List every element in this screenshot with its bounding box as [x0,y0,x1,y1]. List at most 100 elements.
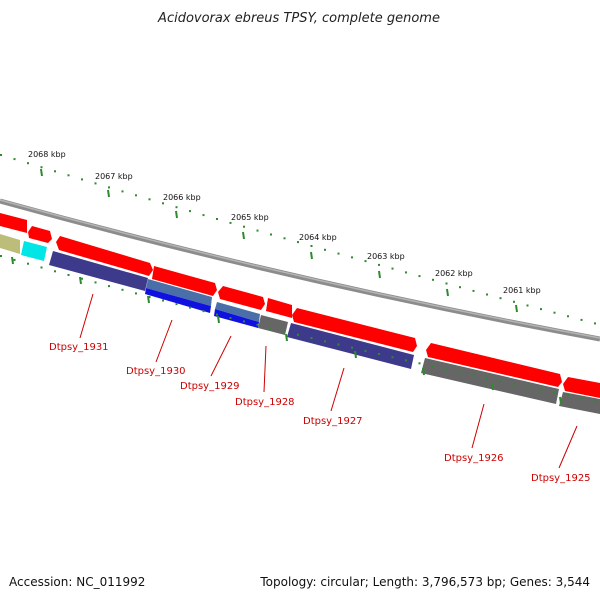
scale-dot [0,154,2,156]
scale-dot [148,198,151,201]
inner-scale-dot [310,337,313,339]
leader-line-dtpsy-1927 [330,367,345,412]
inner-scale-dots [0,255,596,402]
scale-dot [135,194,137,197]
leader-line-dtpsy-1931 [79,293,94,339]
inner-scale-dot [391,356,394,359]
scale-dot [108,186,110,189]
inner-scale-dot [270,327,272,330]
scale-dot [553,311,556,314]
scale-tick-label-2064: 2064 kbp [299,233,337,242]
inner-scale-dot [297,333,299,336]
scale-dot [459,286,461,289]
inner-scale-dot [121,288,124,291]
gene-forward [0,213,27,233]
gene-reverse-olive [0,234,20,254]
scale-dot [297,241,299,244]
gene-reverse-dtpsy-1931 [49,251,148,291]
gene-reverse-cyan [21,241,47,261]
scale-major-tick [515,304,518,313]
inner-scale-dot [135,292,137,295]
map-title: Acidovorax ebreus TPSY, complete genome [157,11,440,26]
gene-labels: Dtpsy_1931 Dtpsy_1930 Dtpsy_1929 Dtpsy_1… [49,342,591,484]
inner-scale-dot [553,391,556,394]
inner-scale-dot [256,323,259,326]
leader-line-dtpsy-1930 [155,319,173,363]
inner-major-tick [422,367,425,376]
scale-dot [229,221,232,224]
genome-backbone [0,198,600,342]
scale-tick-label-2061: 2061 kbp [503,286,541,295]
inner-scale-dot [567,394,569,397]
scale-dot [202,214,205,217]
scale-dot [567,315,569,318]
scale-tick-label-2068: 2068 kbp [28,150,66,159]
gene-reverse-dtpsy-1929-blue [214,309,259,328]
inner-scale-dot [499,380,502,383]
inner-major-tick [285,333,288,342]
scale-dot [121,190,124,193]
inner-scale-dot [54,270,56,273]
inner-major-tick [354,350,357,359]
scale-dot [540,308,542,311]
gene-forward [563,377,600,398]
inner-scale-dot [175,303,178,306]
gene-forward [56,236,153,276]
scale-dot [189,210,191,213]
inner-scale-dot [243,320,245,323]
scale-dot [270,233,272,236]
scale-major-tick [310,251,313,260]
gene-forward [28,226,52,243]
inner-scale-dot [162,299,164,302]
inner-scale-dot [445,368,448,371]
inner-scale-dot [459,371,461,374]
scale-major-tick [446,288,449,297]
scale-dot [81,178,83,181]
scale-dot [418,275,421,278]
inner-scale-dot [40,266,43,269]
forward-strand-genes [0,213,600,398]
scale-dot [162,202,164,205]
inner-scale-dot [540,388,542,391]
scale-dot [324,248,326,251]
inner-major-tick [79,276,82,285]
leader-line-dtpsy-1925 [558,425,578,469]
scale-dot [472,289,475,292]
scale-tick-label-2065: 2065 kbp [231,213,269,222]
scale-tick-labels: 2068 kbp 2067 kbp 2066 kbp 2065 kbp 2064… [28,150,541,295]
inner-scale-dot [594,399,596,402]
scale-dot [40,166,43,169]
inner-major-tick [147,295,150,304]
gene-forward [426,343,562,387]
scale-tick-label-2062: 2062 kbp [435,269,473,278]
inner-scale-dot [580,397,583,400]
gene-label-dtpsy-1930: Dtpsy_1930 [126,366,186,377]
gene-label-dtpsy-1929: Dtpsy_1929 [180,381,240,392]
inner-major-tick [559,396,562,405]
gene-reverse-dtpsy-1930 [146,279,212,306]
gene-label-dtpsy-1928: Dtpsy_1928 [235,397,295,408]
scale-dot [499,297,502,300]
scale-dot [283,237,286,240]
scale-dot [13,158,16,161]
scale-dot [378,263,380,266]
gene-label-dtpsy-1927: Dtpsy_1927 [303,416,363,427]
scale-dot [67,174,70,177]
gene-reverse-dtpsy-1928 [258,315,288,335]
leader-line-dtpsy-1929 [210,335,232,377]
scale-major-tick [107,189,110,198]
scale-dot [432,278,434,281]
scale-dot [445,282,448,285]
inner-scale-dot [202,310,205,313]
scale-tick-label-2066: 2066 kbp [163,193,201,202]
gene-label-leaders [79,293,578,469]
scale-dot [351,256,353,259]
gene-label-dtpsy-1925: Dtpsy_1925 [531,473,591,484]
gene-forward [218,286,265,310]
gene-reverse-dtpsy-1930-blue [145,288,211,313]
scale-dot [175,206,178,209]
scale-dot [594,322,596,325]
inner-major-tick [491,382,494,391]
gene-label-dtpsy-1926: Dtpsy_1926 [444,453,504,464]
